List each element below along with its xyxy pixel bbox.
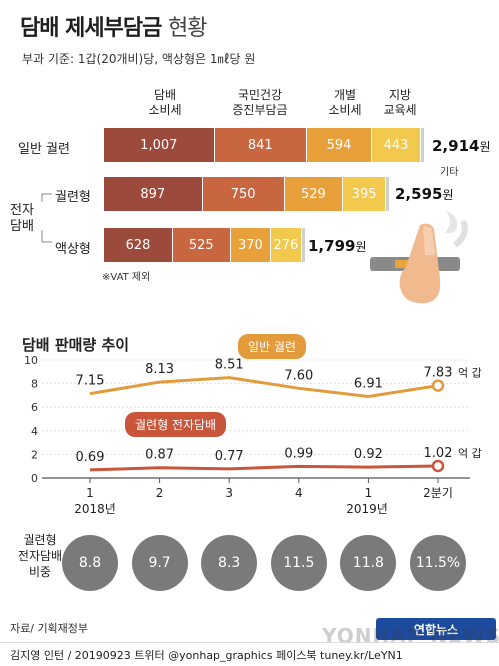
- data-label: 7.15: [76, 374, 105, 389]
- share-circle: 8.8: [62, 535, 118, 591]
- x-tick-label: 2: [156, 486, 164, 500]
- bar-segment-cigarette-3: 443: [372, 128, 420, 162]
- y-tick-label: 0: [31, 472, 38, 485]
- y-tick-label: 8: [31, 378, 38, 391]
- bar-segment-liquid-2: 370: [230, 228, 271, 262]
- yonhap-logo: 연합뉴스: [376, 618, 496, 640]
- y-tick-label: 6: [31, 401, 38, 414]
- data-label: 6.91: [354, 376, 383, 391]
- row-label-cigarette: 일반 궐련: [18, 142, 70, 157]
- vat-note: ※VAT 제외: [102, 272, 151, 283]
- data-label: 0.77: [215, 449, 244, 464]
- unit-label: 억 갑: [458, 447, 482, 460]
- x-tick-label: 1: [86, 486, 94, 500]
- total-heated: 2,595원: [395, 185, 454, 203]
- bar-segment-heated-1: 750: [202, 177, 284, 211]
- group-label-e-cig: 전자 담배: [10, 203, 34, 234]
- hand-e-cigarette-icon: [370, 211, 468, 304]
- data-label: 0.87: [145, 448, 174, 463]
- line-chart-title: 담배 판매량 추이: [22, 336, 130, 354]
- series-line-0: [89, 376, 439, 398]
- other-label: 기타: [440, 167, 459, 178]
- title-sub: 현황: [168, 16, 207, 41]
- y-tick-label: 4: [31, 425, 38, 438]
- bar-segment-heated-3: 395: [342, 177, 386, 211]
- bar-segment-liquid-other: [301, 228, 305, 262]
- share-circle: 9.7: [131, 535, 188, 591]
- bar-segment-cigarette-other: [420, 128, 424, 162]
- share-circle: 8.3: [201, 535, 258, 591]
- year-label-2019: 2019년: [346, 502, 388, 516]
- bar-segment-cigarette-0: 1,007: [104, 128, 214, 162]
- data-label: 7.60: [284, 368, 313, 383]
- share-label: 궐련형 전자담배 비중: [17, 533, 63, 579]
- x-tick-label: 3: [225, 486, 233, 500]
- year-label-2018: 2018년: [74, 502, 116, 516]
- y-tick-label: 10: [24, 354, 38, 367]
- bar-segment-cigarette-2: 594: [306, 128, 372, 162]
- x-tick-label: 2분기: [423, 486, 453, 500]
- series-line-1: [89, 464, 439, 472]
- col-header-education-tax: 지방 교육세: [383, 88, 417, 117]
- col-header-tobacco-tax: 담배 소비세: [148, 88, 182, 117]
- share-circle: 11.8: [340, 535, 397, 591]
- y-tick-label: 2: [31, 448, 38, 461]
- row-label-liquid: 액상형: [55, 242, 91, 257]
- bar-segment-liquid-0: 628: [104, 228, 172, 262]
- group-bracket: [41, 193, 52, 243]
- page-title: 담배 제세부담금 현황: [20, 10, 208, 42]
- col-header-excise-tax: 개별 소비세: [328, 88, 362, 117]
- unit-label: 억 갑: [458, 367, 482, 380]
- data-label: 7.83: [424, 366, 453, 381]
- logo-text: 연합뉴스: [413, 622, 459, 637]
- data-label: 0.69: [76, 450, 105, 465]
- row-label-heated: 궐련형: [55, 190, 91, 205]
- data-label: 8.51: [215, 358, 244, 373]
- watermark: YONHAP NEWS: [322, 624, 499, 648]
- end-point-1: [431, 459, 445, 473]
- bar-segment-heated-2: 529: [284, 177, 342, 211]
- total-cigarette: 2,914원: [432, 137, 491, 155]
- title-main: 담배 제세부담금: [20, 16, 162, 41]
- data-label: 0.92: [354, 447, 383, 462]
- data-label: 0.99: [284, 446, 313, 461]
- series-pill-heated: 궐련형 전자담배: [125, 412, 227, 437]
- source-note: 자료/ 기획재정부: [10, 622, 89, 635]
- share-circle: 11.5%: [410, 535, 466, 591]
- data-label: 1.02: [424, 446, 453, 461]
- total-liquid: 1,799원: [308, 237, 367, 255]
- bar-segment-cigarette-1: 841: [214, 128, 306, 162]
- credit-line: 김지영 인턴 / 20190923 트위터 @yonhap_graphics 페…: [0, 642, 499, 666]
- x-tick-label: 4: [295, 486, 303, 500]
- col-header-health-fund: 국민건강 증진부담금: [232, 88, 288, 117]
- bar-segment-heated-other: [386, 177, 390, 211]
- bar-segment-liquid-3: 276: [271, 228, 301, 262]
- series-pill-cigarette: 일반 궐련: [238, 334, 306, 359]
- end-point-0: [431, 379, 445, 392]
- share-circle: 11.5: [270, 535, 327, 591]
- bar-segment-liquid-1: 525: [172, 228, 230, 262]
- subtitle: 부과 기준: 1갑(20개비)당, 액상형은 1㎖당 원: [22, 52, 256, 66]
- x-tick-label: 1: [365, 486, 373, 500]
- data-label: 8.13: [145, 362, 174, 377]
- bar-segment-heated-0: 897: [104, 177, 202, 211]
